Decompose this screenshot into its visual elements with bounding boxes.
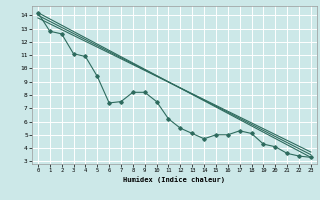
X-axis label: Humidex (Indice chaleur): Humidex (Indice chaleur) <box>124 176 225 183</box>
